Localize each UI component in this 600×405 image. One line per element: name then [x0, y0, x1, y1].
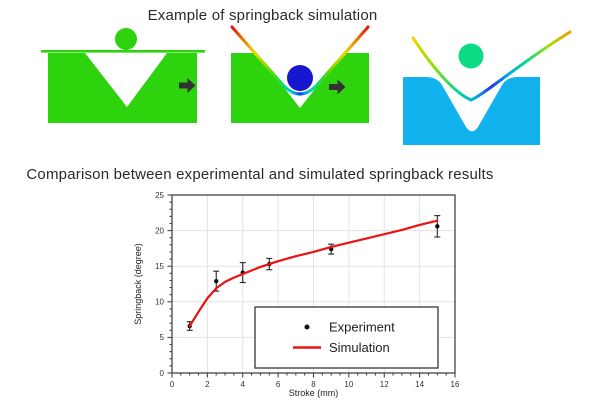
v-die-springback: [403, 77, 540, 145]
punch-ball-springback: [458, 43, 484, 69]
x-tick-label: 2: [205, 380, 210, 389]
example-title: Example of springback simulation: [147, 7, 378, 24]
x-tick-label: 0: [170, 380, 175, 389]
v-die-initial: [48, 53, 197, 123]
stage-springback: [403, 30, 572, 145]
stage-initial: [41, 28, 205, 123]
flat-sheet: [41, 50, 205, 53]
springback-example-figure: [41, 25, 572, 145]
y-tick-label: 15: [155, 262, 164, 271]
simulation-line: [188, 219, 439, 328]
legend-label: Experiment: [329, 320, 395, 335]
stage-loaded: [230, 25, 370, 123]
x-tick-label: 8: [311, 380, 316, 389]
legend-marker-dot: [304, 324, 310, 330]
comparison-chart-container: 0 2 4 6 8 10 12 14 16 0 5 10 15 20 25 Stroke (mm) Spring…: [125, 188, 465, 400]
comparison-title: Comparison between experimental and simu…: [26, 166, 494, 183]
arrow-right-icon: [179, 78, 196, 93]
experiment-point: [214, 278, 219, 284]
punch-ball-initial: [115, 28, 137, 50]
y-tick-label: 20: [155, 226, 164, 235]
y-tick-label: 0: [160, 369, 165, 378]
x-tick-label: 4: [241, 380, 246, 389]
x-tick-label: 10: [344, 380, 353, 389]
y-axis-label: Springback (degree): [133, 243, 143, 325]
y-tick-label: 10: [155, 298, 164, 307]
plot-border: [171, 194, 456, 374]
y-tick-label: 25: [155, 191, 164, 200]
y-tick-label: 5: [160, 333, 165, 342]
experiment-point: [435, 224, 440, 229]
x-tick-label: 16: [451, 380, 460, 389]
punch-ball-loaded: [287, 65, 313, 91]
v-die-loaded: [231, 53, 369, 123]
x-tick-label: 14: [415, 380, 424, 389]
springback-comparison-chart: 0 2 4 6 8 10 12 14 16 0 5 10 15 20 25 Stroke (mm) Spring…: [133, 191, 460, 398]
arrow-right-icon: [329, 79, 346, 95]
legend-label: Simulation: [329, 340, 390, 355]
bent-sheet-stress-colored: [230, 25, 370, 96]
sprungback-sheet-stress-colored: [411, 30, 572, 102]
legend-box: [254, 306, 439, 369]
x-tick-label: 12: [380, 380, 389, 389]
x-tick-label: 6: [276, 380, 281, 389]
x-axis-label: Stroke (mm): [289, 388, 339, 398]
